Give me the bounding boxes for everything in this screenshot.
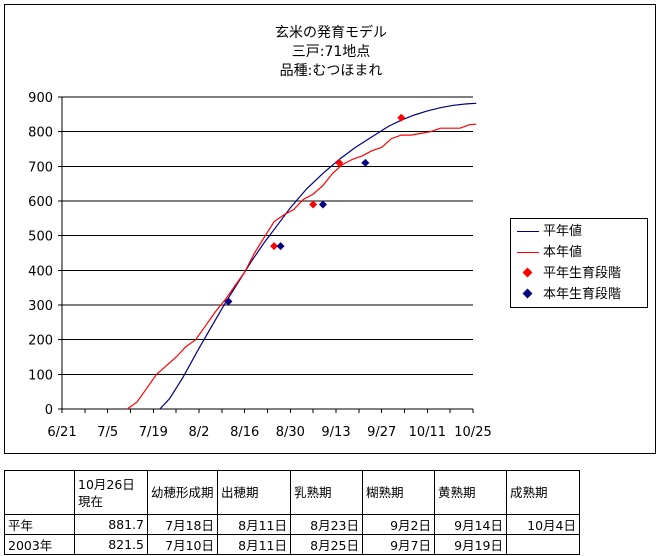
table-header-cell: 幼穂形成期	[147, 470, 218, 515]
legend-label: 平年値	[543, 224, 583, 239]
table-cell: 8月23日	[290, 514, 363, 535]
stage-marker	[309, 200, 318, 209]
y-tick-label: 600	[28, 195, 53, 210]
table-cell: 7月10日	[147, 534, 218, 555]
legend-key-normal-stage	[522, 267, 533, 278]
table-cell: 7月18日	[147, 514, 218, 535]
y-tick-label: 0	[45, 403, 53, 418]
stage-marker	[270, 242, 279, 251]
chart-frame: 玄米の発育モデル 三戸:71地点 品種:むつほまれ 0 100 200 300 400 5…	[4, 4, 656, 454]
series-line-0	[159, 102, 477, 410]
stage-marker	[361, 158, 370, 167]
x-tick-label: 9/13	[321, 425, 350, 440]
stage-marker	[276, 242, 285, 251]
x-tick-label: 9/27	[367, 425, 396, 440]
x-tick-label: 8/30	[276, 425, 305, 440]
table-header-cell	[4, 470, 75, 515]
legend-entry-current-line: 本年値	[515, 242, 643, 263]
legend-entry-normal-stage: 平年生育段階	[515, 263, 643, 284]
chart-title: 玄米の発育モデル	[275, 25, 387, 41]
table-header-cell: 出穂期	[217, 470, 291, 515]
y-tick-label: 200	[28, 334, 53, 349]
x-tick-label: 6/21	[47, 425, 76, 440]
stage-marker	[224, 297, 233, 306]
chart-subtitle-location: 三戸:71地点	[291, 44, 371, 60]
legend-key-current-stage	[522, 288, 533, 299]
table-row: 平年 881.7 7月18日 8月11日 8月23日 9月2日 9月14日 10…	[4, 514, 580, 535]
table-cell: 平年	[4, 514, 75, 535]
table-cell: 10月4日	[506, 514, 580, 535]
y-tick-label: 400	[28, 264, 53, 279]
table-row: 2003年 821.5 7月10日 8月11日 8月25日 9月7日 9月19日	[4, 534, 580, 555]
series-line-1	[126, 123, 477, 410]
legend-label: 平年生育段階	[543, 266, 622, 281]
table-cell: 2003年	[4, 534, 75, 555]
table-cell: 9月19日	[434, 534, 507, 555]
table-header-cell: 10月26日現在	[74, 470, 148, 515]
table-header-cell: 乳熟期	[290, 470, 363, 515]
y-tick-label: 700	[28, 160, 53, 175]
x-tick-label: 7/5	[97, 425, 118, 440]
table-cell: 8月11日	[217, 534, 291, 555]
legend-label: 本年生育段階	[543, 287, 622, 302]
legend-entry-normal-line: 平年値	[515, 221, 643, 242]
table-cell	[506, 534, 580, 555]
line-chart: 0 100 200 300 400 500 600 700 800 900 6/21 7/5 7/19 8…	[28, 91, 492, 440]
x-tick-label: 10/25	[454, 425, 491, 440]
table-header-cell: 糊熟期	[362, 470, 435, 515]
growth-stage-table: 10月26日現在 幼穂形成期 出穂期 乳熟期 糊熟期 黄熟期 成熟期 平年 88…	[4, 470, 580, 555]
x-tick-label: 8/16	[230, 425, 259, 440]
y-tick-label: 100	[28, 368, 53, 383]
chart-subtitle-variety: 品種:むつほまれ	[279, 63, 383, 79]
x-tick-label: 10/11	[409, 425, 446, 440]
table-header-cell: 黄熟期	[434, 470, 507, 515]
y-tick-label: 900	[28, 91, 53, 106]
chart-legend: 平年値 本年値 平年生育段階 本年生育段階	[510, 218, 648, 308]
legend-key-current-line	[517, 252, 539, 253]
y-tick-label: 500	[28, 230, 53, 245]
y-tick-label: 800	[28, 126, 53, 141]
legend-entry-current-stage: 本年生育段階	[515, 284, 643, 305]
table-cell: 8月11日	[217, 514, 291, 535]
table-cell: 9月14日	[434, 514, 507, 535]
table-header-cell: 成熟期	[506, 470, 580, 515]
table-header-row: 10月26日現在 幼穂形成期 出穂期 乳熟期 糊熟期 黄熟期 成熟期	[4, 470, 580, 515]
y-tick-label: 300	[28, 299, 53, 314]
table-cell: 8月25日	[290, 534, 363, 555]
stage-marker	[335, 158, 344, 167]
table-cell: 821.5	[74, 534, 148, 555]
table-cell: 9月7日	[362, 534, 435, 555]
table-cell: 9月2日	[362, 514, 435, 535]
stage-marker	[318, 200, 327, 209]
table-cell: 881.7	[74, 514, 148, 535]
stage-marker	[397, 113, 406, 122]
legend-label: 本年値	[543, 245, 583, 260]
x-tick-label: 7/19	[139, 425, 168, 440]
x-tick-label: 8/2	[189, 425, 210, 440]
legend-key-normal-line	[517, 231, 539, 232]
